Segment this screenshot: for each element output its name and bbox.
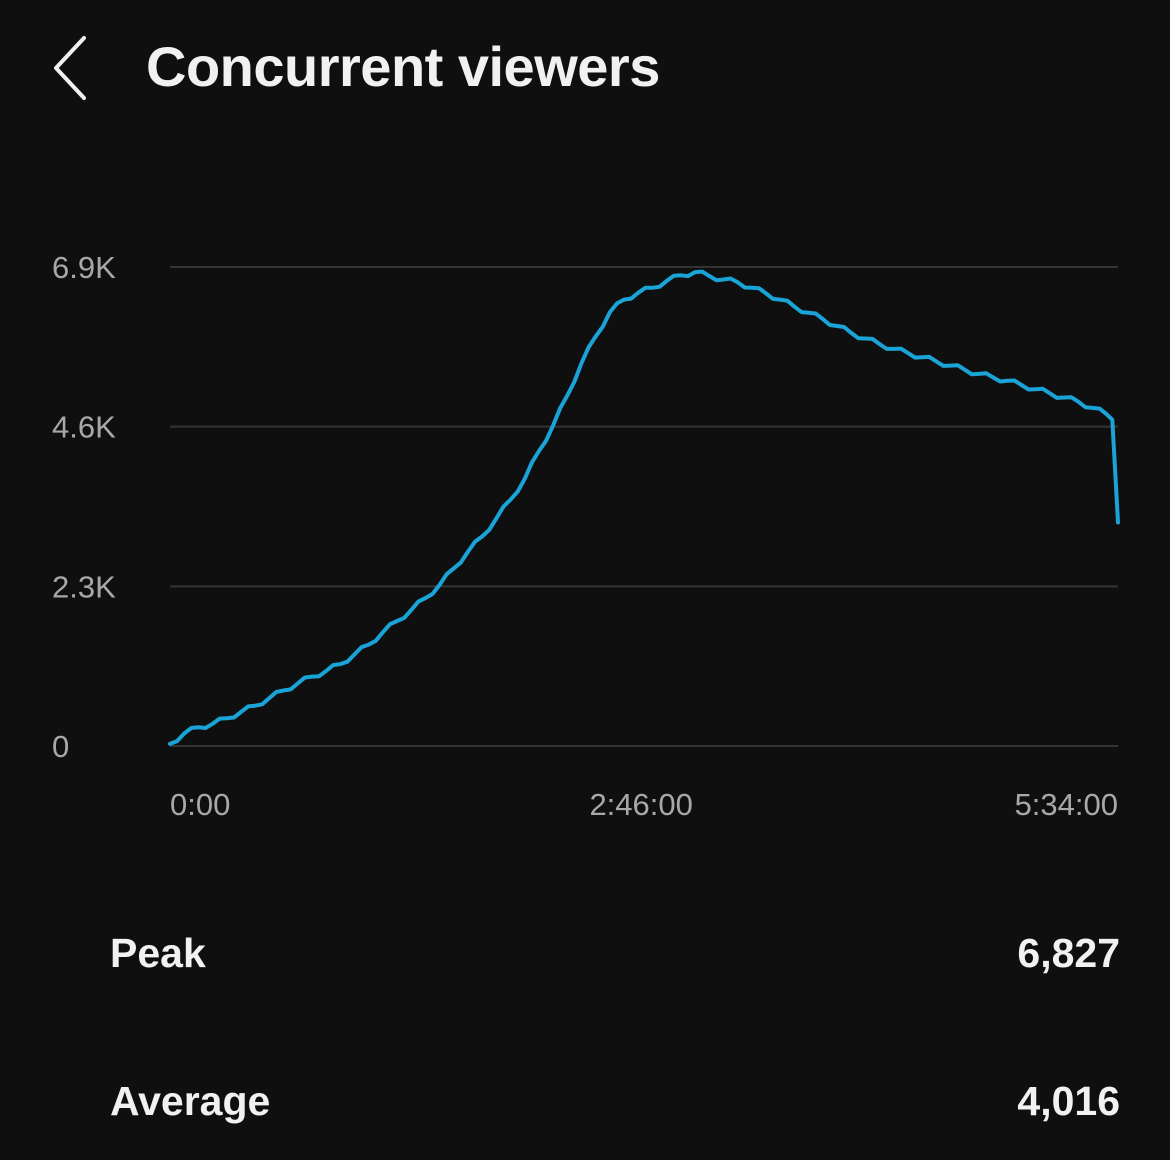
x-tick-label: 0:00 (170, 787, 230, 822)
average-label: Average (110, 1078, 271, 1124)
viewers-chart: 0 2.3K 4.6K 6.9K 0:00 2:46:00 5:34:00 (0, 200, 1170, 850)
chevron-left-icon (54, 36, 86, 100)
y-tick-label: 4.6K (52, 410, 116, 445)
average-value: 4,016 (1017, 1078, 1120, 1124)
page-title: Concurrent viewers (146, 35, 660, 98)
x-tick-label: 5:34:00 (1015, 787, 1118, 822)
chart-svg: 0 2.3K 4.6K 6.9K 0:00 2:46:00 5:34:00 (52, 250, 1120, 822)
back-button[interactable] (40, 28, 110, 108)
y-tick-label: 2.3K (52, 569, 116, 604)
peak-label: Peak (110, 930, 206, 976)
x-tick-label: 2:46:00 (589, 787, 692, 822)
peak-value: 6,827 (1017, 930, 1120, 976)
viewers-line (168, 269, 1120, 746)
average-row: Average 4,016 (110, 1078, 1120, 1138)
peak-row: Peak 6,827 (110, 930, 1120, 990)
y-tick-label: 0 (52, 729, 69, 764)
y-tick-label: 6.9K (52, 250, 116, 285)
header: Concurrent viewers (0, 0, 1170, 140)
